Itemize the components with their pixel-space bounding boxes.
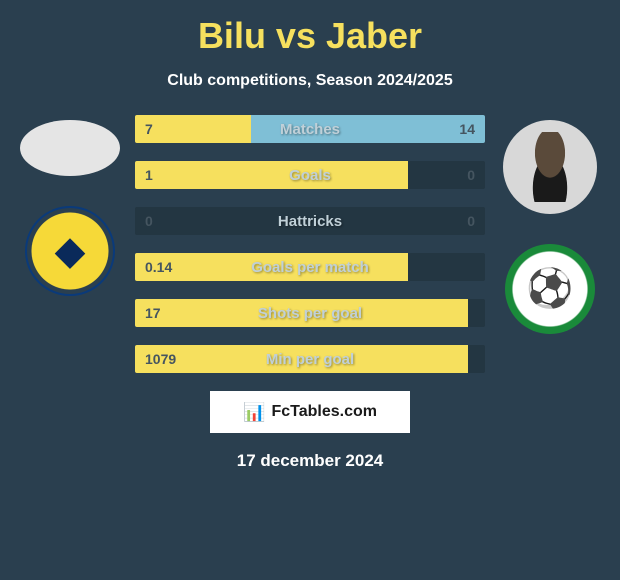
stat-bars: 7 Matches 14 1 Goals 0 0 Hattricks 0 bbox=[135, 115, 485, 373]
chart-icon: 📊 bbox=[243, 402, 265, 423]
stat-value-left: 1079 bbox=[145, 351, 176, 367]
bar-row-hattricks: 0 Hattricks 0 bbox=[135, 207, 485, 235]
left-column bbox=[15, 115, 125, 296]
comparison-card: Bilu vs Jaber Club competitions, Season … bbox=[0, 0, 620, 481]
player-photo-right bbox=[503, 120, 597, 214]
stat-value-left: 17 bbox=[145, 305, 161, 321]
stat-label: Shots per goal bbox=[258, 305, 362, 322]
right-column bbox=[495, 115, 605, 334]
date-text: 17 december 2024 bbox=[0, 451, 620, 471]
stat-value-left: 0.14 bbox=[145, 259, 172, 275]
bar-fill-left bbox=[135, 161, 408, 189]
club-logo-right bbox=[505, 244, 595, 334]
stat-value-right: 14 bbox=[459, 121, 475, 137]
bar-row-spg: 17 Shots per goal bbox=[135, 299, 485, 327]
stat-value-right: 0 bbox=[467, 213, 475, 229]
subtitle: Club competitions, Season 2024/2025 bbox=[0, 72, 620, 90]
stat-value-left: 1 bbox=[145, 167, 153, 183]
stat-label: Hattricks bbox=[278, 213, 342, 230]
club-logo-left bbox=[25, 206, 115, 296]
stat-value-right: 0 bbox=[467, 167, 475, 183]
brand-box[interactable]: 📊 FcTables.com bbox=[210, 391, 410, 433]
stat-label: Min per goal bbox=[266, 351, 354, 368]
page-title: Bilu vs Jaber bbox=[0, 15, 620, 57]
bar-row-matches: 7 Matches 14 bbox=[135, 115, 485, 143]
stat-label: Matches bbox=[280, 121, 340, 138]
bar-row-mpg: 1079 Min per goal bbox=[135, 345, 485, 373]
bar-row-gpm: 0.14 Goals per match bbox=[135, 253, 485, 281]
stat-value-left: 7 bbox=[145, 121, 153, 137]
stat-label: Goals bbox=[289, 167, 331, 184]
stat-label: Goals per match bbox=[251, 259, 369, 276]
brand-text: FcTables.com bbox=[271, 403, 377, 421]
bar-row-goals: 1 Goals 0 bbox=[135, 161, 485, 189]
player-photo-left bbox=[20, 120, 120, 176]
stats-area: 7 Matches 14 1 Goals 0 0 Hattricks 0 bbox=[0, 115, 620, 373]
stat-value-left: 0 bbox=[145, 213, 153, 229]
